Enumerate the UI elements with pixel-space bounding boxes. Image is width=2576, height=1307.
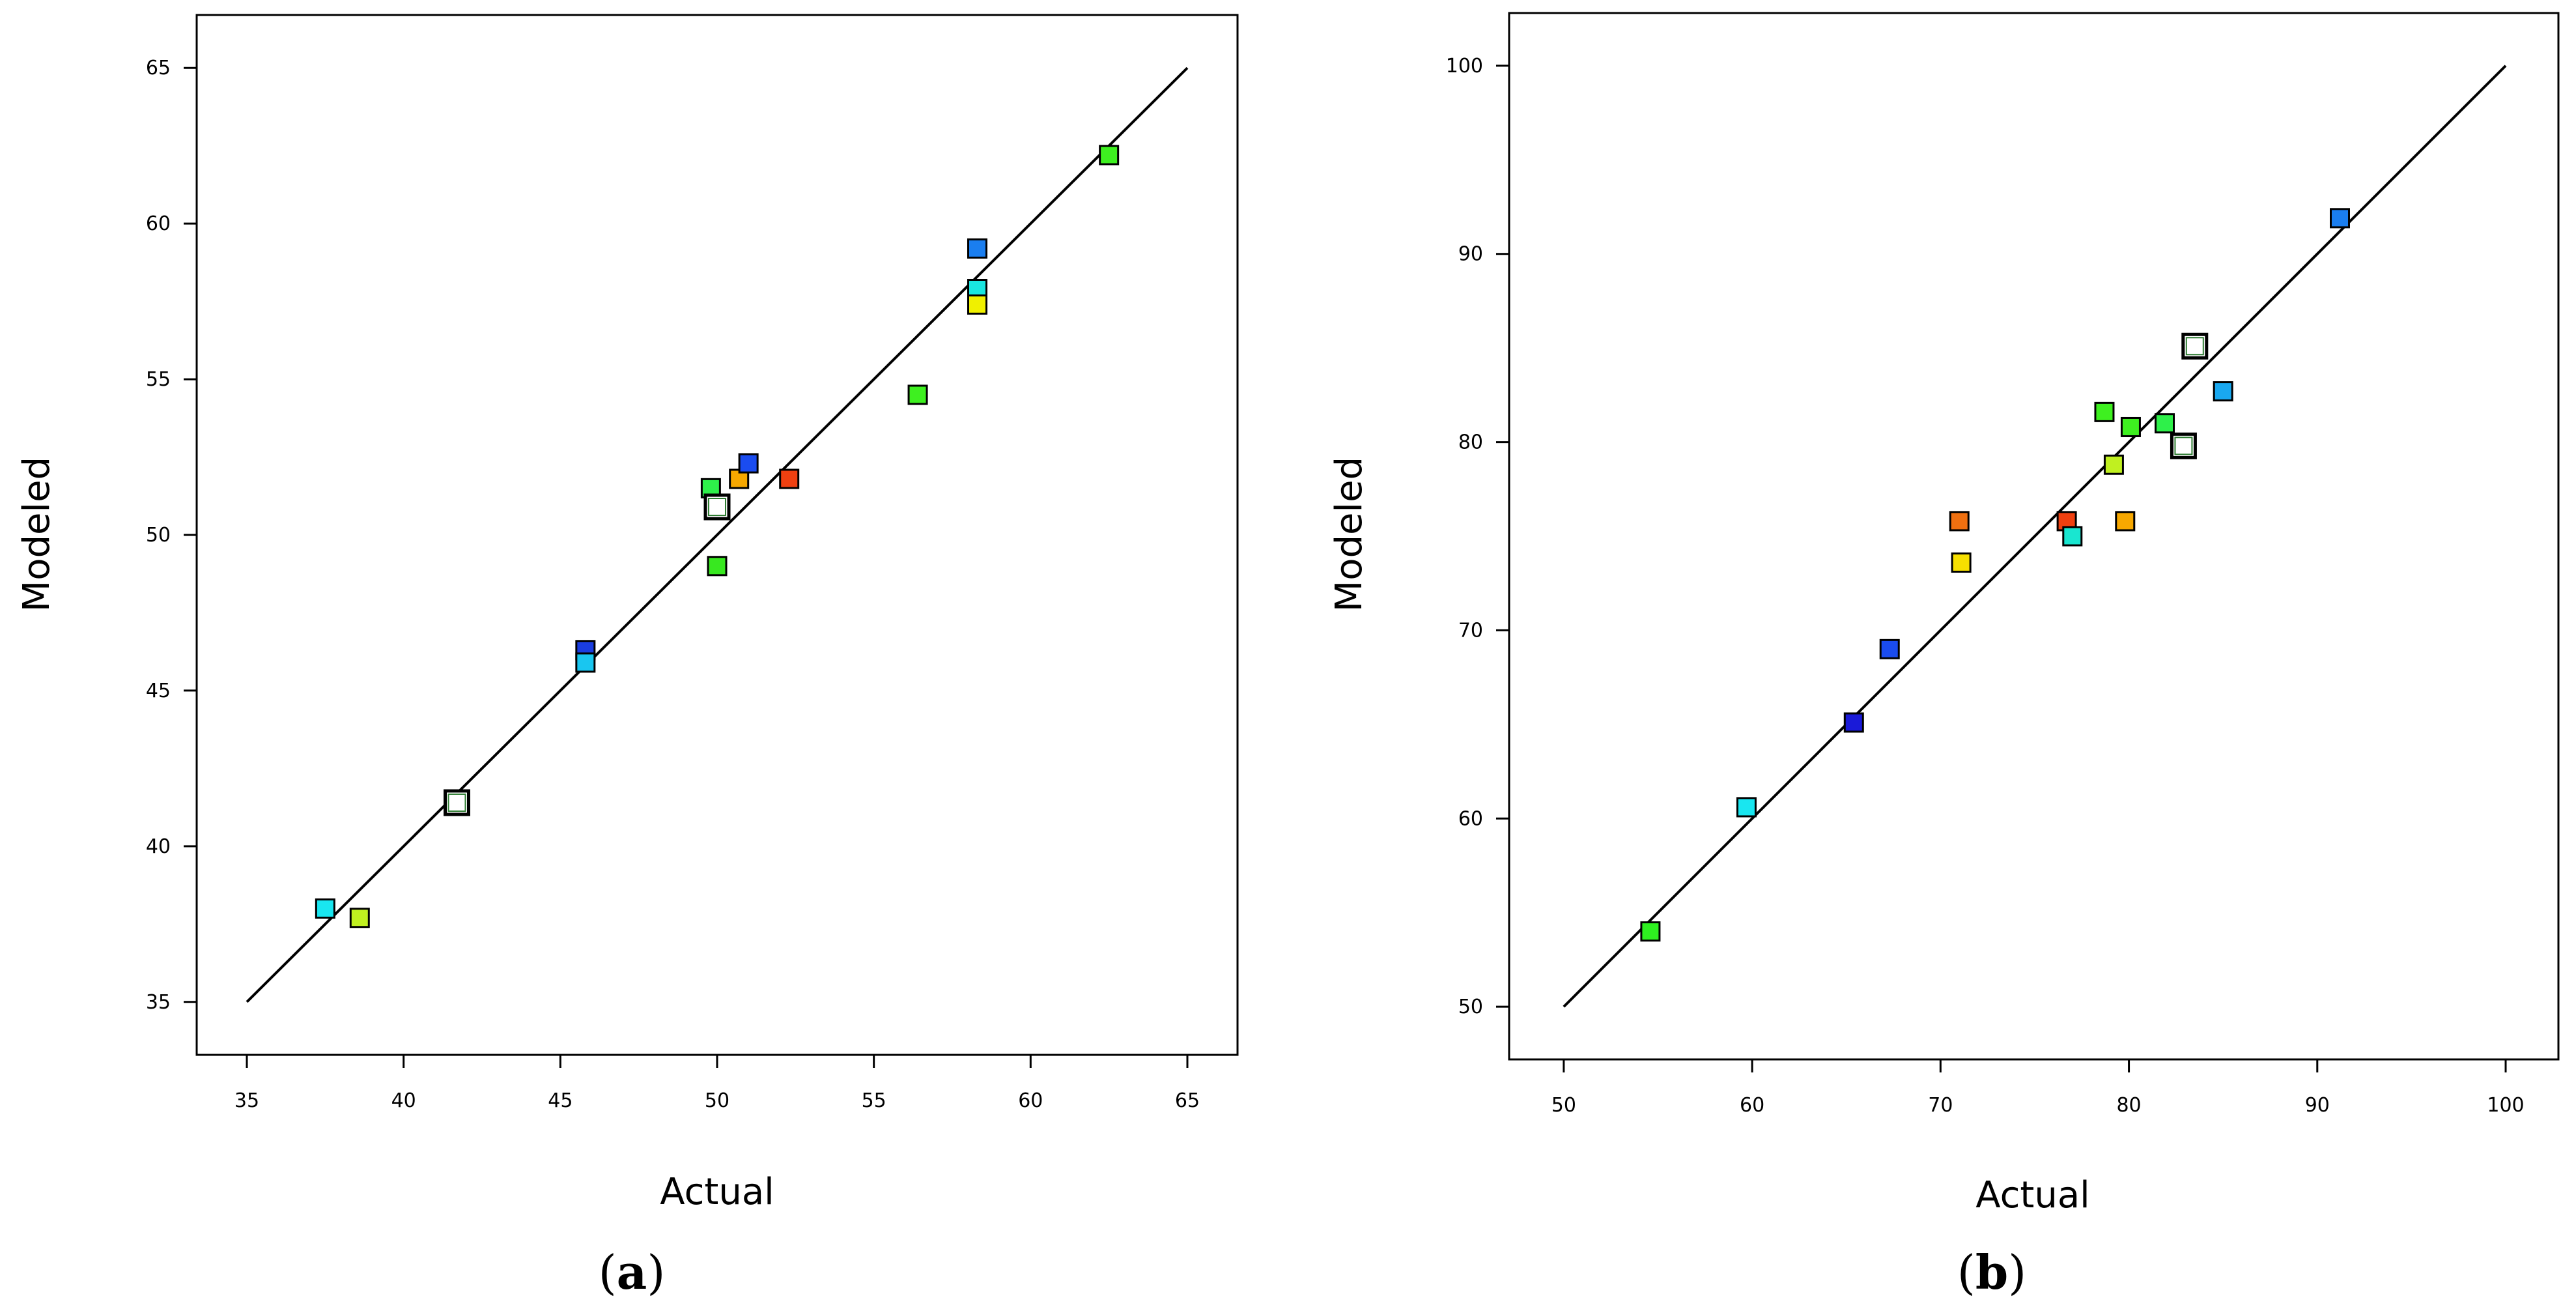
caption-letter: a bbox=[617, 1244, 647, 1300]
x-tick-label: 90 bbox=[2305, 1094, 2330, 1117]
data-point-hollow bbox=[444, 789, 470, 816]
caption-a: (a) bbox=[599, 1244, 666, 1300]
fit-line bbox=[246, 66, 1189, 1003]
y-tick-label: 35 bbox=[146, 991, 171, 1014]
caption-close-paren: ) bbox=[2008, 1245, 2026, 1300]
y-tick-label: 60 bbox=[1458, 807, 1483, 830]
x-tick-label: 35 bbox=[234, 1089, 259, 1112]
data-point bbox=[1640, 921, 1661, 942]
caption-close-paren: ) bbox=[647, 1245, 665, 1300]
x-axis-title: Actual bbox=[660, 1171, 774, 1213]
data-point-marker-inner bbox=[447, 793, 466, 812]
x-tick-label: 80 bbox=[2116, 1094, 2141, 1117]
y-tick-label: 40 bbox=[146, 835, 171, 858]
data-point bbox=[1951, 552, 1972, 573]
data-point bbox=[2062, 526, 2083, 547]
data-point-marker-inner bbox=[708, 497, 726, 516]
y-axis-title: Modeled bbox=[1328, 457, 1370, 612]
data-point bbox=[575, 652, 596, 673]
y-tick-label: 60 bbox=[146, 212, 171, 235]
data-point-marker-inner bbox=[2174, 437, 2193, 455]
data-point-hollow bbox=[2181, 332, 2209, 360]
data-point bbox=[2094, 401, 2115, 422]
data-point-hollow bbox=[2170, 432, 2197, 459]
data-point bbox=[2213, 381, 2233, 402]
caption-open-paren: ( bbox=[1957, 1245, 1975, 1300]
data-point bbox=[738, 453, 759, 474]
tick-group: 35 40 45 50 55 60 65 35 40 45 50 55 60 65 bbox=[146, 57, 1200, 1112]
point-group bbox=[1640, 208, 2350, 942]
data-point-hollow bbox=[703, 493, 731, 521]
data-point bbox=[315, 898, 335, 919]
caption-letter: b bbox=[1975, 1244, 2008, 1300]
point-group bbox=[315, 145, 1120, 928]
y-tick-label: 55 bbox=[146, 368, 171, 391]
panel-b: 50 60 70 80 90 100 50 60 70 80 90 100 Actual Modele… bbox=[1328, 12, 2560, 1300]
y-tick-label: 45 bbox=[146, 680, 171, 702]
x-tick-label: 40 bbox=[391, 1089, 416, 1112]
panel-a: 35 40 45 50 55 60 65 35 40 45 50 55 60 65 Actual Mode… bbox=[16, 14, 1239, 1300]
data-point bbox=[2103, 454, 2124, 475]
y-tick-label: 70 bbox=[1458, 619, 1483, 642]
data-point-marker-inner bbox=[2185, 337, 2204, 356]
y-tick-label: 100 bbox=[1446, 55, 1483, 78]
y-tick-label: 65 bbox=[146, 57, 171, 79]
x-tick-label: 60 bbox=[1018, 1089, 1043, 1112]
tick-group: 50 60 70 80 90 100 50 60 70 80 90 100 bbox=[1446, 55, 2525, 1117]
data-point bbox=[2329, 208, 2350, 229]
data-point bbox=[2155, 413, 2175, 434]
data-point bbox=[2115, 511, 2136, 532]
x-tick-label: 100 bbox=[2487, 1094, 2524, 1117]
data-point bbox=[707, 556, 728, 577]
data-point bbox=[1843, 712, 1864, 733]
data-point bbox=[779, 468, 800, 489]
data-point bbox=[349, 908, 370, 928]
x-tick-label: 60 bbox=[1740, 1094, 1764, 1117]
data-point bbox=[2120, 416, 2141, 437]
y-tick-label: 90 bbox=[1458, 243, 1483, 266]
data-point bbox=[907, 384, 928, 405]
data-point bbox=[1736, 797, 1757, 818]
y-tick-label: 80 bbox=[1458, 431, 1483, 454]
caption-open-paren: ( bbox=[599, 1245, 617, 1300]
plot-frame bbox=[1508, 12, 2560, 1061]
data-point bbox=[1949, 511, 1970, 532]
data-point bbox=[967, 238, 987, 259]
y-tick-label: 50 bbox=[146, 524, 171, 547]
data-point bbox=[1099, 145, 1120, 165]
y-tick-label: 50 bbox=[1458, 996, 1483, 1018]
y-axis-title: Modeled bbox=[16, 457, 58, 612]
caption-b: (b) bbox=[1957, 1244, 2027, 1300]
x-tick-label: 45 bbox=[548, 1089, 573, 1112]
x-tick-label: 55 bbox=[862, 1089, 886, 1112]
fit-line bbox=[1563, 65, 2507, 1008]
x-axis-title: Actual bbox=[1975, 1174, 2089, 1216]
data-point bbox=[967, 294, 987, 315]
x-tick-label: 65 bbox=[1175, 1089, 1200, 1112]
x-tick-label: 50 bbox=[705, 1089, 729, 1112]
x-tick-label: 70 bbox=[1928, 1094, 1953, 1117]
x-tick-label: 50 bbox=[1551, 1094, 1576, 1117]
data-point bbox=[1879, 639, 1900, 659]
